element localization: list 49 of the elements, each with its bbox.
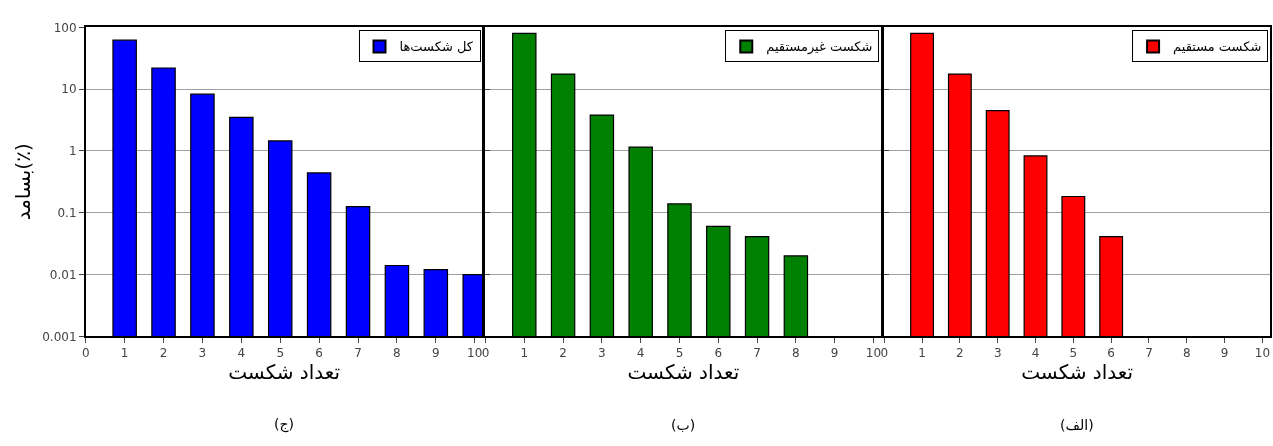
x-tick-label: 8 [393, 346, 401, 361]
x-tick-label: 7 [354, 346, 362, 361]
x-tick-label: 8 [1182, 346, 1191, 361]
text: (ج) [274, 416, 294, 433]
x-tick-label: 1 [120, 346, 129, 361]
x-axis-title: تعداد شکست [627, 360, 740, 385]
y-tick-label: 0.01 [49, 267, 77, 282]
x-tick-label: 4 [636, 346, 645, 361]
y-tick-label: 100 [53, 20, 77, 35]
y-tick-label: 1 [68, 144, 77, 159]
x-tick-label: 9 [431, 346, 440, 361]
y-tick-label: 0.001 [42, 329, 77, 344]
x-tick-label: 7 [1145, 346, 1153, 361]
x-tick-label: 0 [81, 346, 90, 361]
text: (ب) [671, 417, 696, 433]
x-tick-label: 6 [1107, 346, 1115, 361]
x-tick-label: 6 [315, 346, 323, 361]
x-tick-label: 3 [993, 346, 1002, 361]
x-tick-label: 4 [237, 346, 246, 361]
x-tick-label: 1 [918, 346, 926, 361]
legend-label: شکست مستقیم [1173, 39, 1262, 56]
x-tick-label: 5 [276, 346, 285, 361]
legend-label: کل شکست‌ها [399, 39, 474, 55]
x-tick-label: 5 [1069, 346, 1078, 361]
x-axis-title: تعداد شکست [1021, 360, 1134, 385]
x-tick-label: 5 [675, 346, 684, 361]
x-axis-title: تعداد شکست [228, 360, 341, 385]
x-tick-label: 2 [956, 346, 964, 361]
x-tick-label: 9 [1220, 346, 1229, 361]
x-tick-label: 4 [1031, 346, 1040, 361]
x-tick-label: 8 [792, 346, 800, 361]
y-tick-label: 0.1 [57, 205, 77, 220]
x-tick-label: 3 [198, 346, 207, 361]
x-tick-label: 0 [481, 346, 490, 361]
x-tick-label: 3 [598, 346, 606, 361]
x-tick-label: 7 [753, 346, 761, 361]
x-tick-label: 10 [1254, 346, 1271, 361]
x-tick-label: 2 [559, 346, 567, 361]
legend-label: شکست غیرمستقیم [766, 39, 873, 56]
x-tick-label: 1 [520, 346, 529, 361]
x-tick-label: 10 [865, 346, 882, 361]
x-tick-label: 10 [467, 346, 483, 361]
x-tick-label: 0 [880, 346, 889, 361]
text: (الف) [1060, 417, 1094, 433]
y-tick-label: 10 [61, 82, 77, 97]
x-tick-label: 2 [159, 346, 168, 361]
x-tick-label: 6 [714, 346, 723, 361]
y-axis-title: بسامد(٪) [11, 143, 36, 221]
x-tick-label: 9 [830, 346, 839, 361]
